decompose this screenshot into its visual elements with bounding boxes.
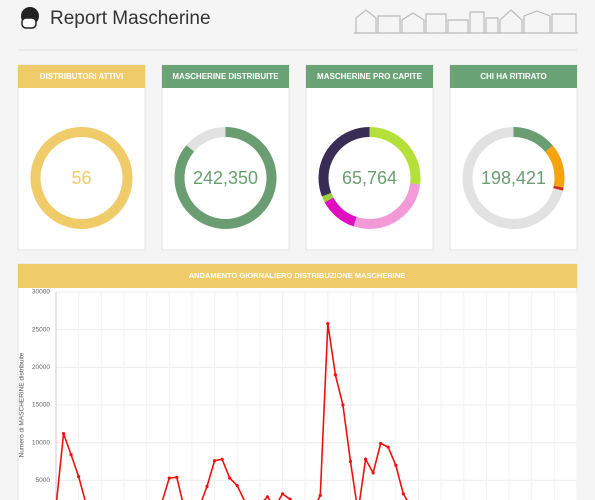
card-title: MASCHERINE DISTRIBUITE bbox=[172, 72, 279, 81]
data-point bbox=[363, 457, 368, 461]
data-point bbox=[341, 403, 345, 407]
data-point bbox=[228, 476, 232, 480]
y-tick-label: 10000 bbox=[32, 439, 50, 446]
data-point bbox=[326, 322, 330, 326]
data-point bbox=[212, 459, 217, 463]
card-value: 56 bbox=[71, 168, 91, 188]
data-point bbox=[318, 493, 322, 497]
mask-icon bbox=[21, 7, 39, 29]
donut-segment bbox=[174, 127, 277, 229]
card-value: 65,764 bbox=[342, 168, 397, 188]
card-header bbox=[162, 65, 289, 88]
card-title: MASCHERINE PRO CAPITE bbox=[317, 72, 423, 81]
data-point bbox=[280, 492, 285, 496]
donut-segment bbox=[462, 127, 565, 229]
card-header bbox=[306, 65, 433, 88]
data-point bbox=[288, 497, 292, 500]
data-point bbox=[77, 474, 81, 479]
y-tick-label: 25000 bbox=[32, 326, 50, 333]
data-point bbox=[235, 484, 239, 488]
y-tick-label: 5000 bbox=[36, 477, 51, 484]
data-point bbox=[386, 445, 390, 449]
card-value: 242,350 bbox=[193, 168, 258, 188]
chart-header bbox=[18, 264, 577, 288]
data-point bbox=[220, 457, 224, 461]
donut-segment bbox=[462, 127, 565, 229]
y-axis-label: Numero di MASCHERINE distribuite bbox=[19, 352, 26, 457]
data-point bbox=[265, 495, 270, 499]
y-tick-label: 15000 bbox=[32, 402, 50, 409]
data-point bbox=[401, 492, 405, 496]
donut-segment bbox=[30, 127, 133, 229]
data-point bbox=[379, 441, 383, 446]
card-header bbox=[450, 65, 577, 88]
donut-segment bbox=[318, 127, 421, 229]
page-title: Report Mascherine bbox=[50, 8, 211, 29]
y-tick-label: 30000 bbox=[32, 289, 50, 296]
card-header bbox=[18, 65, 145, 88]
y-tick-label: 20000 bbox=[32, 364, 50, 371]
donut-segment bbox=[318, 127, 421, 229]
card-value: 198,421 bbox=[481, 168, 546, 188]
skyline-icon bbox=[354, 9, 578, 34]
data-point bbox=[333, 373, 337, 377]
data-point bbox=[69, 453, 73, 457]
data-point bbox=[394, 463, 398, 467]
card-title: DISTRIBUTORI ATTIVI bbox=[40, 72, 123, 81]
data-point bbox=[61, 432, 66, 436]
data-point bbox=[348, 459, 353, 464]
chart-title: ANDAMENTO GIORNALIERO DISTRIBUZIONE MASC… bbox=[189, 271, 406, 280]
chart-card bbox=[17, 263, 578, 500]
data-point bbox=[175, 475, 179, 479]
data-point bbox=[371, 471, 375, 475]
data-point bbox=[167, 476, 171, 480]
data-point bbox=[205, 484, 209, 488]
card-title: CHI HA RITIRATO bbox=[480, 72, 547, 81]
